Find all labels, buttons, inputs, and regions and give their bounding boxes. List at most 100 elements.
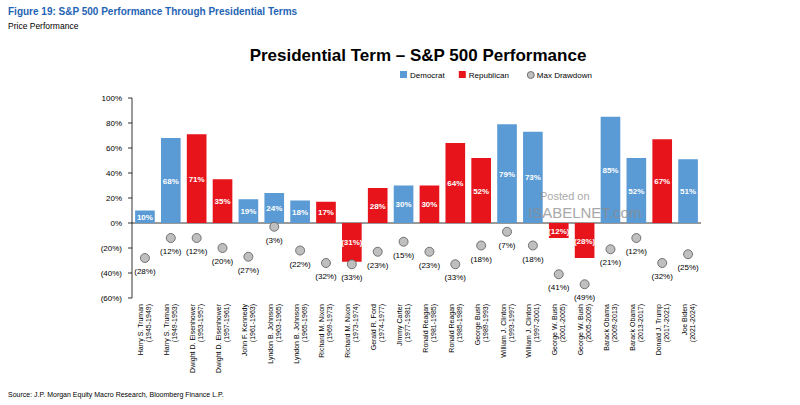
bar-label: 19% — [240, 207, 256, 216]
x-tick-label: Harry S. Truman(1945-1949) — [137, 304, 153, 355]
bar — [264, 193, 284, 223]
y-tick-label: 40% — [106, 169, 122, 178]
x-tick-group: Ronald Reagan(1981-1985) — [422, 304, 438, 353]
y-tick — [128, 298, 132, 299]
drawdown-marker — [347, 260, 356, 269]
y-tick-label: 0% — [110, 219, 122, 228]
x-tick-line: (1974-1977) — [378, 304, 386, 342]
figure-title: Figure 19: S&P 500 Performance Through P… — [8, 6, 298, 17]
drawdown-marker — [192, 234, 201, 243]
x-tick-label: Dwight D. Eisenhower(1953-1957) — [189, 303, 205, 373]
legend-entry: Max Drawdown — [527, 71, 592, 80]
x-tick-line: Richard M. Nixon — [344, 304, 351, 358]
x-tick-group: Dwight D. Eisenhower(1953-1957) — [189, 303, 205, 373]
bar-label: 68% — [163, 177, 179, 186]
x-tick-line: (1989-1993) — [482, 304, 490, 342]
legend-swatch — [459, 71, 466, 78]
bar — [420, 186, 440, 224]
drawdown-marker — [399, 237, 408, 246]
drawdown-marker — [296, 246, 305, 255]
y-tick — [128, 248, 132, 249]
x-tick-line: (1981-1985) — [430, 304, 438, 342]
bar-label: 30% — [421, 200, 437, 209]
drawdown-label: (15%) — [393, 251, 415, 260]
y-tick-label: 80% — [106, 119, 122, 128]
y-tick — [128, 148, 132, 149]
x-tick-label: Ronald Reagan(1985-1989) — [448, 304, 464, 353]
x-tick-group: George W. Bush(2005-2009) — [577, 304, 593, 355]
y-tick-label: (20%) — [101, 244, 123, 253]
drawdown-marker — [140, 254, 149, 263]
drawdown-label: (22%) — [289, 260, 311, 269]
drawdown-label: (33%) — [445, 273, 467, 282]
x-tick-label: Harry S. Truman(1949-1953) — [163, 304, 179, 355]
drawdown-label: (23%) — [367, 261, 389, 270]
drawdown-label: (12%) — [186, 247, 208, 256]
watermark-text: ISABELNET.com — [528, 204, 641, 221]
x-tick-group: John F. Kennedy(1961-1963) — [241, 304, 257, 357]
x-tick-line: (1973-1974) — [352, 304, 360, 342]
x-tick-line: Jimmy Carter — [396, 303, 404, 345]
x-tick-label: John F. Kennedy(1961-1963) — [241, 304, 257, 357]
x-tick-line: (2009-2013) — [611, 304, 619, 342]
x-tick-group: Donald J. Trump(2017-2021) — [655, 304, 671, 355]
drawdown-marker — [658, 259, 667, 268]
bar-label: 35% — [215, 197, 231, 206]
x-tick-label: Ronald Reagan(1981-1985) — [422, 304, 438, 353]
x-tick-label: William J. Clinton(1993-1997) — [500, 304, 516, 358]
legend-label: Republican — [469, 71, 509, 80]
x-tick-group: Lyndon B. Johnson(1965-1969) — [293, 304, 309, 364]
bar — [394, 186, 414, 224]
x-tick-group: Ronald Reagan(1985-1989) — [448, 304, 464, 353]
x-tick-label: Richard M. Nixon(1969-1973) — [318, 304, 334, 358]
x-tick-line: George W. Bush — [577, 304, 585, 355]
x-tick-group: George Bush(1989-1993) — [474, 304, 490, 345]
drawdown-label: (18%) — [470, 255, 492, 264]
bar — [213, 179, 233, 223]
x-tick-group: Barack Obama(2013-2017) — [629, 304, 645, 351]
bar — [652, 139, 672, 223]
x-tick-line: (1969-1973) — [326, 304, 334, 342]
drawdown-marker — [684, 250, 693, 259]
x-tick-label: Donald J. Trump(2017-2021) — [655, 304, 671, 355]
bar-label: 17% — [318, 208, 334, 217]
drawdown-label: (27%) — [238, 266, 260, 275]
bar — [368, 188, 388, 223]
x-tick-line: William J. Clinton — [500, 304, 507, 358]
x-tick-line: Joe Biden — [681, 304, 688, 335]
drawdown-marker — [528, 241, 537, 250]
x-tick-line: (1957-1961) — [223, 304, 231, 342]
y-axis: 100%80%60%40%20%0%(20%)(40%)(60%) — [101, 94, 701, 303]
x-tick-line: (1985-1989) — [456, 304, 464, 342]
drawdown-label: (12%) — [626, 247, 648, 256]
x-tick-group: Barack Obama(2009-2013) — [603, 304, 619, 351]
data-labels: 10%68%19%24%18%30%79%73%85%52%51%71%35%1… — [134, 166, 699, 302]
x-tick-line: William J. Clinton — [525, 304, 532, 358]
x-tick-line: (1963-1965) — [275, 304, 283, 342]
bar-label: (28%) — [574, 237, 596, 246]
legend-swatch — [400, 71, 407, 78]
x-tick-label: Jimmy Carter(1977-1981) — [396, 303, 412, 345]
x-tick-label: Richard M. Nixon(1973-1974) — [344, 304, 360, 358]
bar — [316, 202, 336, 223]
drawdown-marker — [554, 270, 563, 279]
x-tick-line: (1953-1957) — [197, 304, 205, 342]
drawdown-label: (32%) — [652, 272, 674, 281]
bar-label: 28% — [370, 202, 386, 211]
x-tick-line: Barack Obama — [629, 304, 636, 351]
x-tick-line: George W. Bush — [551, 304, 559, 355]
y-tick — [128, 273, 132, 274]
x-tick-label: Barack Obama(2009-2013) — [603, 304, 619, 351]
x-tick-line: Lyndon B. Johnson — [293, 304, 301, 364]
drawdown-marker — [580, 280, 589, 289]
chart: Figure 19: S&P 500 Performance Through P… — [0, 0, 800, 405]
x-tick-group: Lyndon B. Johnson(1963-1965) — [267, 304, 283, 364]
x-tick-group: William J. Clinton(1997-2001) — [525, 304, 541, 358]
x-tick-label: Joe Biden(2021-2024) — [681, 304, 697, 342]
x-tick-line: (2021-2024) — [689, 304, 697, 342]
drawdown-label: (33%) — [341, 273, 363, 282]
bar-label: 10% — [137, 213, 153, 222]
x-tick-line: Richard M. Nixon — [318, 304, 325, 358]
marks — [135, 117, 698, 289]
x-tick-line: Donald J. Trump — [655, 304, 663, 355]
